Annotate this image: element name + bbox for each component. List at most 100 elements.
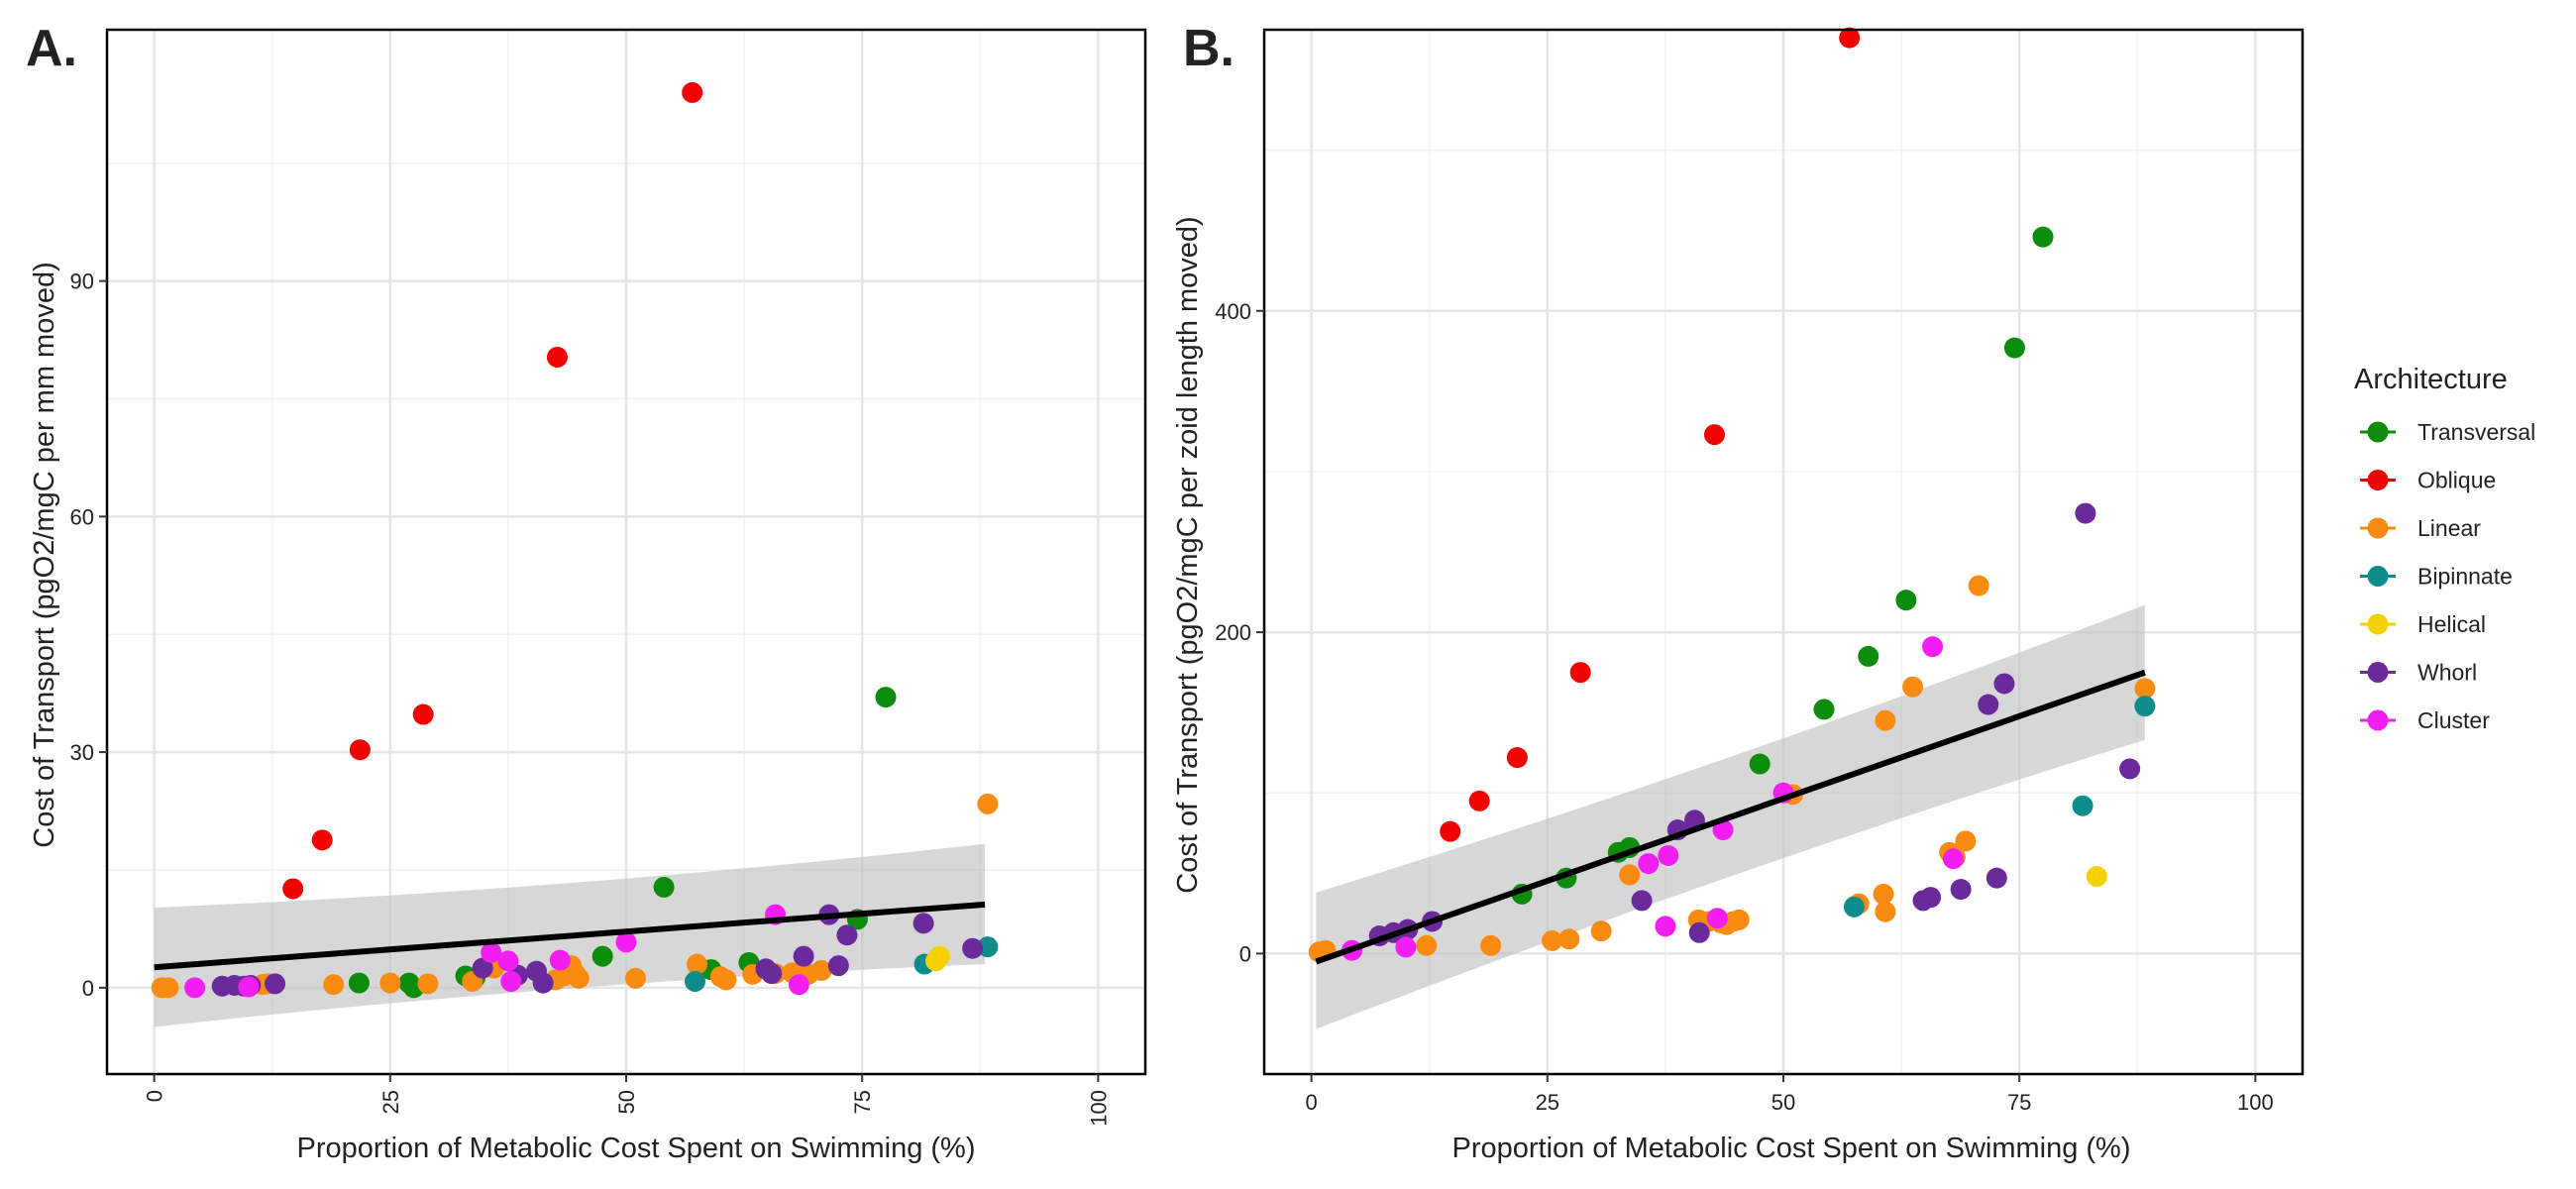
panel-a-y-tick-label: 60 [70,504,94,529]
legend-item-whorl: Whorl [2360,660,2477,686]
panel-a-point-transversal [591,945,613,967]
legend-label: Transversal [2417,419,2535,445]
panel-b-point-bipinnate [2134,696,2156,717]
panel-b-point-cluster [1922,636,1944,658]
panel-b-point-whorl [1993,673,2015,695]
panel-a-point-whorl [761,963,783,985]
legend-item-linear: Linear [2360,515,2481,541]
panel-b-fit-line-group [1315,669,2146,965]
panel-b: B. Proportion of Metabolic Cost Spent on… [1172,20,2305,1164]
panel-a-x-tick-label: 100 [1086,1090,1111,1127]
panel-b-point-oblique [1839,27,1861,49]
panel-a-point-linear [323,974,345,996]
panel-b-point-whorl [2119,758,2141,780]
panel-a-point-cluster [788,974,809,996]
panel-b-y-tick-label: 0 [1239,941,1251,966]
panel-b-x-tick-label: 100 [2237,1090,2274,1115]
panel-a-axes: 0 25 50 75 100 0 30 60 90 [70,28,1147,1127]
panel-a-y-tick-label: 90 [70,270,94,294]
panel-a-point-linear [379,972,401,994]
panel-a-x-tick-label: 25 [378,1090,403,1114]
panel-a-point-cluster [549,949,571,971]
panel-a-point-cluster [500,970,522,992]
panel-b-point-oblique [1703,424,1725,446]
panel-b-point-oblique [1468,790,1490,811]
legend-label: Bipinnate [2417,564,2513,590]
panel-b-x-axis-label: Proportion of Metabolic Cost Spent on Sw… [1451,1133,2130,1164]
legend-item-helical: Helical [2360,611,2486,637]
panel-a-x-tick-label: 0 [143,1090,167,1102]
panel-b-point-cluster [1942,848,1964,870]
panel-a-y-tick-label: 30 [70,740,94,765]
panel-b-y-tick-label: 200 [1215,620,1251,645]
panel-b-x-tick-label: 50 [1771,1090,1795,1115]
panel-b-point-transversal [1813,699,1835,720]
legend-label: Linear [2417,515,2481,541]
panel-a-point-cluster [184,977,206,999]
panel-b-point-whorl [1631,890,1653,912]
legend-title: Architecture [2354,364,2508,395]
panel-a-point-whorl [912,913,934,934]
panel-b-point-cluster [1638,853,1660,875]
panel-b-point-linear [1558,928,1580,950]
panel-a-point-whorl [962,937,984,959]
panel-a-point-transversal [653,876,675,898]
panel-a-point-whorl [836,924,858,946]
panel-a-point-whorl [265,973,286,995]
panel-b-point-linear [1542,929,1563,951]
panel-b-point-linear [1968,575,1989,596]
panel-a-point-linear [568,967,590,989]
panel-a: A. Proportion of Metabolic Cost Spent on… [26,20,1147,1164]
panel-b-x-tick-label: 25 [1536,1090,1559,1115]
panel-b-point-linear [1590,920,1612,942]
panel-a-point-linear [686,953,707,975]
panel-b-point-whorl [1920,887,1942,909]
panel-a-point-helical [928,945,950,967]
panel-b-point-cluster [1706,908,1728,929]
legend-key-dot [2367,421,2389,443]
legend-label: Oblique [2417,468,2496,493]
panel-b-point-whorl [2075,502,2096,524]
panel-b-point-linear [2134,678,2156,700]
panel-b-point-cluster [1395,936,1417,958]
panel-a-x-tick-label: 75 [850,1090,875,1114]
panel-a-point-whorl [472,957,493,979]
panel-a-point-linear [715,969,737,991]
panel-b-point-cluster [1655,916,1676,937]
legend-label: Helical [2417,611,2486,637]
panel-b-point-linear [1955,830,1977,852]
panel-a-point-linear [625,967,647,989]
panel-a-x-axis-label: Proportion of Metabolic Cost Spent on Sw… [296,1133,975,1164]
panel-a-point-oblique [282,878,304,900]
panel-b-point-linear [1873,883,1894,905]
legend-label: Cluster [2417,707,2490,733]
panel-b-point-bipinnate [2072,795,2093,816]
panel-b-point-linear [1728,909,1750,930]
panel-a-point-bipinnate [977,936,999,958]
panel-a-point-linear [158,977,179,999]
panel-b-axes: 0 25 50 75 100 0 200 400 [1215,28,2305,1115]
panel-a-label: A. [26,20,77,77]
panel-b-point-linear [1875,901,1896,922]
panel-a-point-oblique [311,829,333,851]
panel-a-point-oblique [349,739,371,761]
legend-label: Whorl [2417,660,2477,686]
panel-b-point-cluster [1712,819,1734,841]
panel-a-point-whorl [793,945,814,967]
panel-a-point-linear [977,793,999,814]
panel-b-y-axis-label: Cost of Transport (pgO2/mgC per zoid len… [1172,216,1204,893]
panel-a-point-oblique [546,346,568,368]
panel-b-y-tick-label: 400 [1215,299,1251,324]
panel-a-point-linear [810,959,832,981]
panel-a-y-tick-label: 0 [82,976,94,1001]
panel-b-point-linear [1902,676,1924,698]
panel-b-point-whorl [1978,694,1999,715]
panel-a-point-cluster [497,950,519,972]
panel-b-label: B. [1183,20,1234,77]
panel-a-point-oblique [412,703,434,725]
panel-a-grid [107,30,1145,1074]
panel-a-fit-line [154,901,986,971]
panel-b-point-oblique [1440,820,1461,842]
legend: Architecture Transversal Oblique Linear Bip… [2354,364,2535,733]
